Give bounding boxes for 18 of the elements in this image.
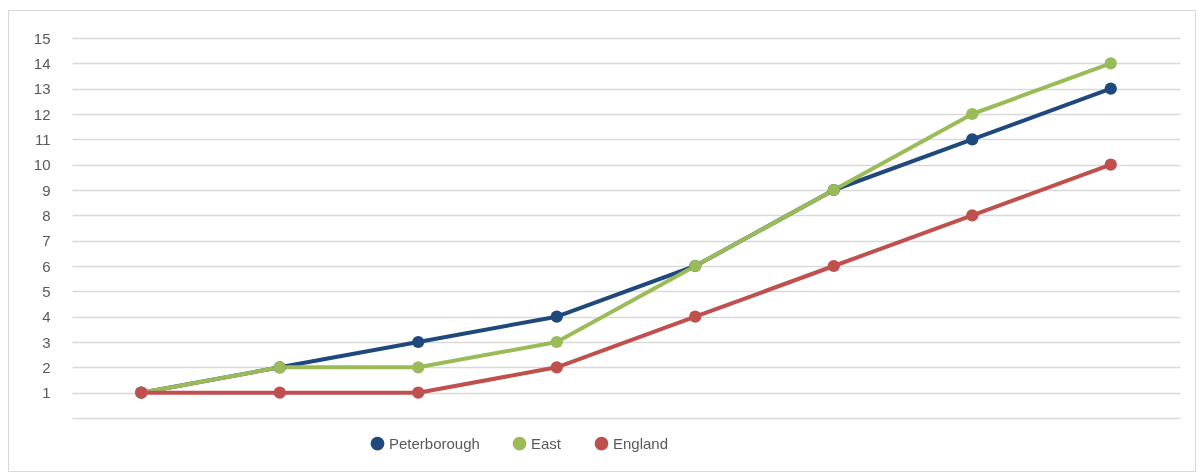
y-tick-label: 13 xyxy=(33,80,51,98)
legend-label: Peterborough xyxy=(389,434,480,452)
y-tick-label: 1 xyxy=(42,384,51,402)
y-tick-label: 11 xyxy=(34,130,51,148)
y-tick-label: 15 xyxy=(33,29,51,47)
y-tick-label: 3 xyxy=(42,333,51,351)
y-tick-label: 8 xyxy=(42,206,51,224)
legend-label: East xyxy=(531,434,562,452)
y-tick-label: 6 xyxy=(42,257,51,275)
y-tick-label: 9 xyxy=(42,181,51,199)
y-tick-label: 2 xyxy=(42,358,51,376)
y-tick-label: 10 xyxy=(33,156,51,174)
y-tick-label: 4 xyxy=(42,308,51,326)
y-tick-label: 12 xyxy=(33,105,51,123)
legend-label: England xyxy=(613,434,669,452)
y-tick-label: 14 xyxy=(33,54,51,72)
y-tick-label: 7 xyxy=(42,232,51,250)
y-tick-label: 5 xyxy=(42,282,51,300)
